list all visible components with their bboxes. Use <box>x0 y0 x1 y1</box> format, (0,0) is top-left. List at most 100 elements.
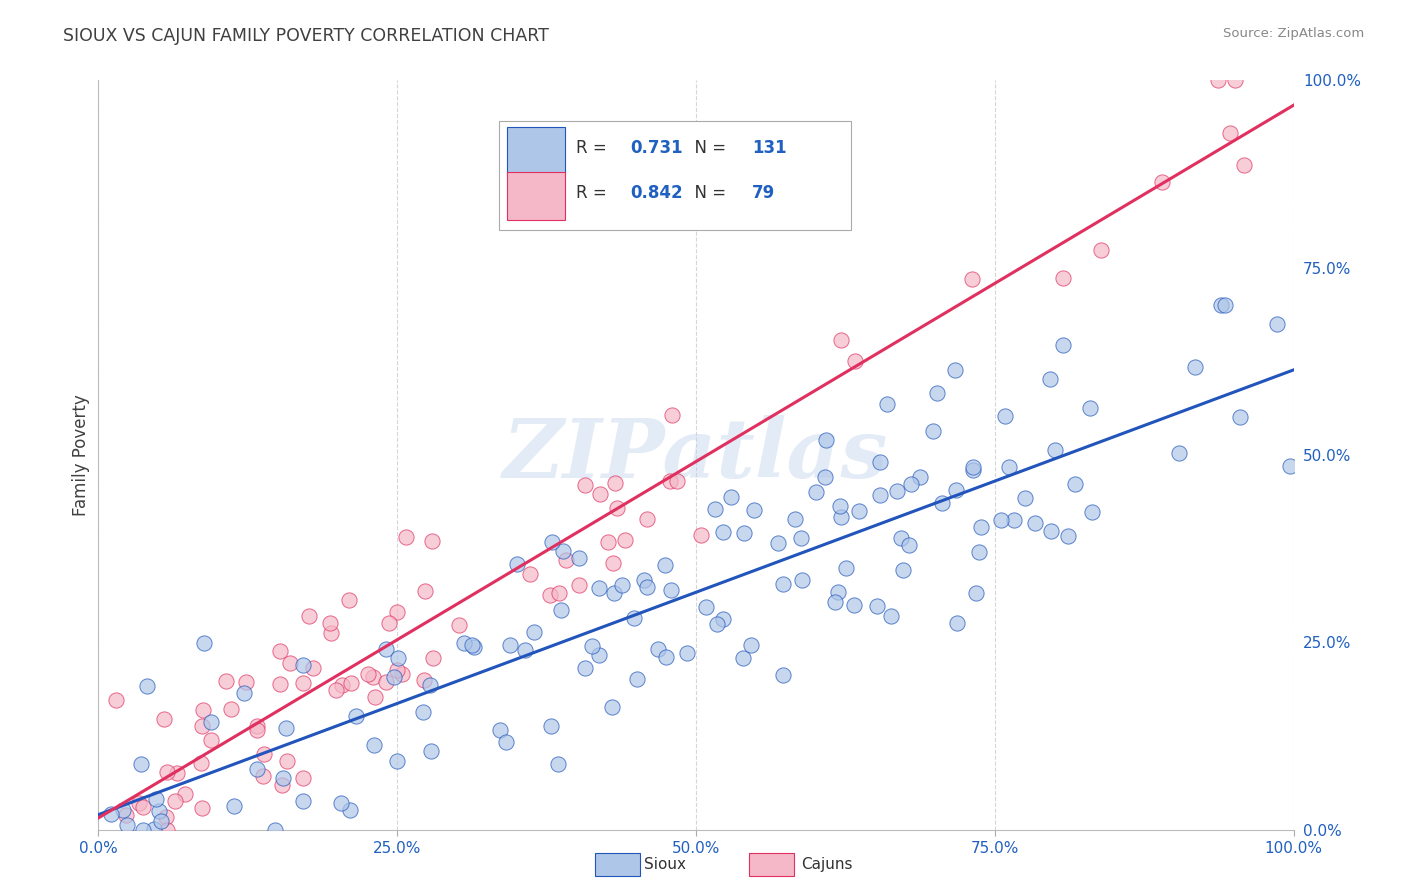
Point <box>997 460 1019 475</box>
Point <box>897 538 920 552</box>
Point <box>269 643 291 657</box>
Point <box>815 433 838 447</box>
Point <box>551 544 574 558</box>
Point <box>772 668 794 682</box>
Point <box>339 803 361 817</box>
Point <box>515 642 537 657</box>
Point <box>131 756 153 771</box>
Point <box>1233 158 1256 172</box>
Point <box>165 794 187 808</box>
Point <box>136 680 159 694</box>
Text: Sioux: Sioux <box>644 857 686 871</box>
Point <box>943 362 966 376</box>
Text: 0.731: 0.731 <box>630 139 683 157</box>
Point <box>115 808 138 822</box>
Point <box>946 616 969 631</box>
Point <box>636 580 658 594</box>
Point <box>711 612 734 626</box>
Point <box>105 692 128 706</box>
Point <box>1078 401 1101 415</box>
Point <box>190 756 212 770</box>
Point <box>960 271 983 285</box>
Text: N =: N = <box>685 139 731 157</box>
Point <box>610 578 633 592</box>
Point <box>790 532 813 546</box>
Text: 79: 79 <box>752 184 775 202</box>
Point <box>1052 270 1074 285</box>
Point <box>602 556 624 570</box>
Point <box>253 747 276 762</box>
Point <box>835 561 858 575</box>
Point <box>1052 337 1074 351</box>
Point <box>382 670 405 684</box>
Point <box>676 646 699 660</box>
Point <box>166 766 188 780</box>
Point <box>270 778 292 792</box>
Point <box>891 563 914 577</box>
Point <box>319 615 342 630</box>
Point <box>550 603 572 617</box>
Point <box>596 535 619 549</box>
Point <box>574 661 596 675</box>
Point <box>1081 505 1104 519</box>
Point <box>990 513 1012 527</box>
Point <box>301 661 323 675</box>
Point <box>153 712 176 726</box>
FancyBboxPatch shape <box>499 121 852 230</box>
Point <box>361 670 384 684</box>
Point <box>463 640 485 654</box>
Point <box>733 525 755 540</box>
Point <box>720 490 742 504</box>
Point <box>337 592 360 607</box>
Point <box>387 651 409 665</box>
Point <box>790 574 813 588</box>
Point <box>344 709 367 723</box>
Point <box>886 484 908 499</box>
Point <box>659 583 682 598</box>
Point <box>413 584 436 599</box>
Point <box>499 638 522 652</box>
Point <box>420 533 443 548</box>
Point <box>880 608 903 623</box>
Point <box>519 566 541 581</box>
Point <box>633 573 655 587</box>
Point <box>830 334 852 348</box>
Point <box>890 531 912 545</box>
Point <box>1211 298 1233 312</box>
Point <box>1045 443 1067 458</box>
Point <box>900 477 922 491</box>
Point <box>150 814 173 829</box>
Y-axis label: Family Poverty: Family Poverty <box>72 394 90 516</box>
Point <box>298 609 321 624</box>
FancyBboxPatch shape <box>508 127 565 176</box>
Point <box>291 676 314 690</box>
Point <box>742 503 765 517</box>
Point <box>523 624 546 639</box>
Point <box>848 504 870 518</box>
Point <box>606 500 628 515</box>
Point <box>174 787 197 801</box>
Point <box>574 478 596 492</box>
Text: 0.842: 0.842 <box>630 184 683 202</box>
Point <box>827 584 849 599</box>
Text: Cajuns: Cajuns <box>801 857 853 871</box>
Point <box>412 673 434 688</box>
Point <box>908 469 931 483</box>
Point <box>447 618 470 632</box>
Point <box>1219 126 1241 140</box>
Point <box>291 771 314 785</box>
Point <box>506 557 529 571</box>
Point <box>695 600 717 615</box>
Point <box>363 739 385 753</box>
Point <box>246 723 269 737</box>
Point <box>876 396 898 410</box>
Point <box>965 586 987 600</box>
Point <box>654 558 676 572</box>
Point <box>740 638 762 652</box>
Point <box>824 595 846 609</box>
Point <box>581 639 603 653</box>
Point <box>155 810 177 824</box>
Point <box>703 502 725 516</box>
Point <box>547 756 569 771</box>
Point <box>374 674 396 689</box>
